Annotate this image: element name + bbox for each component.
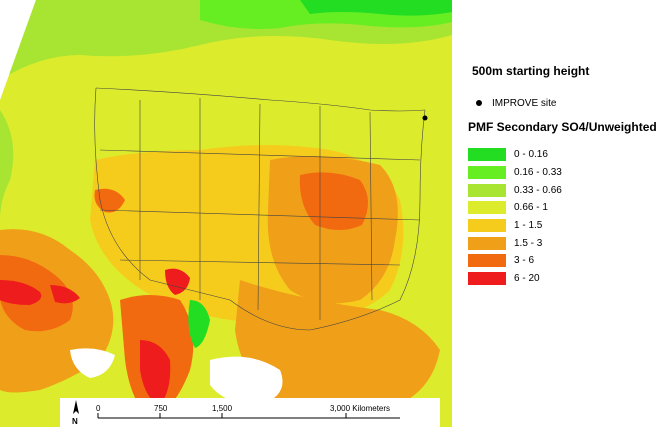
concentration-map: 0 750 1,500 3,000 Kilometers N: [0, 0, 452, 427]
legend-item: 1 - 1.5: [468, 217, 562, 235]
legend-swatch: [468, 201, 506, 215]
legend-item: 0 - 0.16: [468, 146, 562, 164]
legend-label: 6 - 20: [514, 273, 540, 285]
north-label: N: [72, 417, 78, 426]
legend-item: 1.5 - 3: [468, 234, 562, 252]
legend-label: 0.16 - 0.33: [514, 167, 562, 179]
legend-swatch: [468, 236, 506, 250]
legend-label: 0 - 0.16: [514, 149, 548, 161]
state-boundaries: [94, 87, 426, 331]
legend-swatch: [468, 272, 506, 286]
concentration-field: [0, 0, 452, 427]
site-legend-label: IMPROVE site: [492, 98, 557, 109]
legend-label: 1 - 1.5: [514, 220, 543, 232]
scale-tick-1500: 1,500: [212, 404, 233, 413]
legend-item: 6 - 20: [468, 270, 562, 288]
legend-swatch: [468, 254, 506, 268]
scale-tick-750: 750: [154, 404, 168, 413]
improve-site-marker: [422, 115, 428, 121]
legend-item: 3 - 6: [468, 252, 562, 270]
scale-tick-0: 0: [96, 404, 101, 413]
legend-label: 3 - 6: [514, 255, 535, 267]
legend-swatch: [468, 183, 506, 197]
site-dot-icon: [476, 100, 482, 107]
site-legend: IMPROVE site: [476, 98, 556, 109]
scale-bar: 0 750 1,500 3,000 Kilometers N: [60, 398, 440, 427]
legend-label: 0.66 - 1: [514, 202, 548, 214]
scale-tick-3000: 3,000 Kilometers: [330, 404, 390, 413]
legend-swatch: [468, 148, 506, 162]
legend-item: 0.33 - 0.66: [468, 181, 562, 199]
legend-label: 1.5 - 3: [514, 237, 543, 249]
legend-item: 0.66 - 1: [468, 199, 562, 217]
legend-swatch: [468, 166, 506, 180]
legend-title: PMF Secondary SO4/Unweighted: [468, 120, 657, 134]
legend-item: 0.16 - 0.33: [468, 164, 562, 182]
legend-label: 0.33 - 0.66: [514, 184, 562, 196]
map-subtitle: 500m starting height: [472, 64, 590, 78]
legend: 0 - 0.16 0.16 - 0.33 0.33 - 0.66 0.66 - …: [468, 146, 562, 288]
north-arrow-icon: [73, 400, 79, 414]
legend-swatch: [468, 219, 506, 233]
